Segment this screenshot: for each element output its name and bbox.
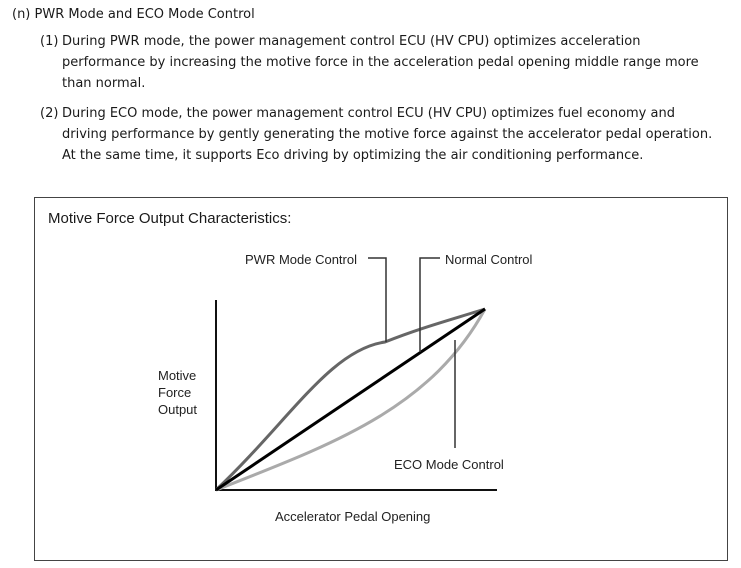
section-heading: (n) PWR Mode and ECO Mode Control xyxy=(12,7,255,22)
eco-mode-label: ECO Mode Control xyxy=(394,457,504,472)
pwr-leader xyxy=(368,257,387,342)
normal-leader xyxy=(419,257,440,352)
item-text: During ECO mode, the power management co… xyxy=(62,106,713,163)
list-item-1: (1) During PWR mode, the power managemen… xyxy=(40,31,720,94)
figure-box xyxy=(34,197,728,561)
normal-control-label: Normal Control xyxy=(445,252,533,267)
y-label-line: Force xyxy=(158,385,192,400)
pwr-mode-label: PWR Mode Control xyxy=(245,252,357,267)
item-text: During PWR mode, the power management co… xyxy=(62,34,699,91)
normal-line xyxy=(215,307,486,492)
eco-curve xyxy=(215,308,487,492)
item-number: (2) xyxy=(40,106,59,121)
pwr-curve xyxy=(214,307,486,492)
figure-title: Motive Force Output Characteristics: xyxy=(48,210,292,227)
y-label-line: Motive xyxy=(158,368,197,383)
y-label-line: Output xyxy=(158,402,198,417)
list-item-2: (2) During ECO mode, the power managemen… xyxy=(40,103,720,187)
item-number: (1) xyxy=(40,34,59,49)
x-axis-label: Accelerator Pedal Opening xyxy=(275,509,431,524)
y-axis-label: Motive Force Output xyxy=(158,367,197,418)
